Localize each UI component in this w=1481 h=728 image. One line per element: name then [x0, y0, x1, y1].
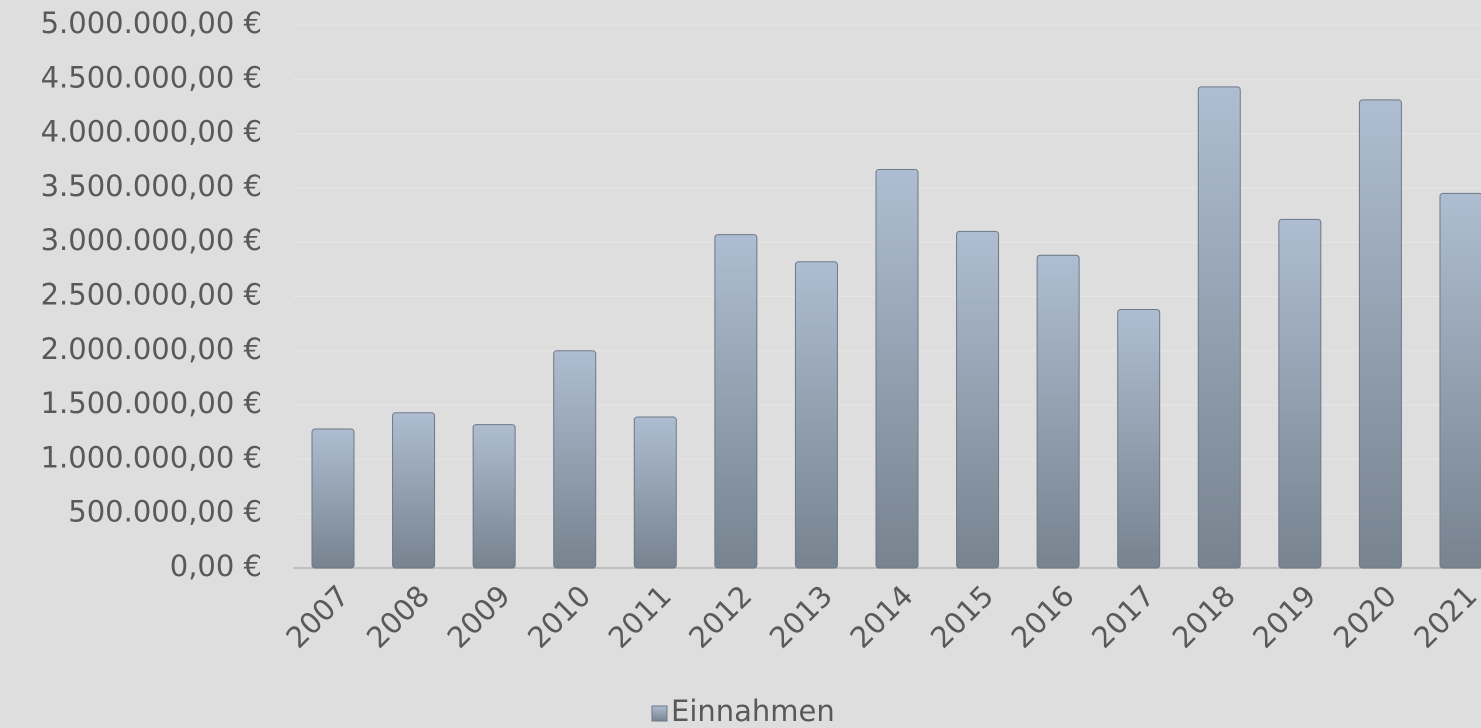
- y-tick-label: 500.000,00 €: [68, 495, 262, 529]
- y-tick-label: 1.500.000,00 €: [41, 386, 262, 420]
- bar: [1439, 192, 1481, 569]
- y-tick-label: 4.000.000,00 €: [41, 115, 262, 149]
- bar: [1278, 218, 1322, 569]
- bar: [553, 350, 597, 569]
- bar: [956, 230, 1000, 569]
- y-tick-label: 1.000.000,00 €: [41, 440, 262, 474]
- legend-label: Einnahmen: [671, 694, 835, 728]
- bar: [1197, 86, 1241, 569]
- bar: [633, 416, 677, 569]
- bar: [472, 424, 516, 569]
- y-tick-label: 2.000.000,00 €: [41, 332, 262, 366]
- y-tick-label: 3.500.000,00 €: [41, 169, 262, 203]
- y-tick-label: 4.500.000,00 €: [41, 60, 262, 94]
- bar: [1358, 99, 1402, 569]
- bar: [1117, 309, 1161, 569]
- y-tick-label: 5.000.000,00 €: [41, 6, 262, 40]
- bar: [392, 412, 436, 569]
- y-tick-label: 0,00 €: [170, 549, 262, 583]
- legend-swatch: [651, 705, 668, 722]
- y-tick-label: 3.000.000,00 €: [41, 223, 262, 257]
- bar: [875, 168, 919, 569]
- bar: [311, 428, 355, 569]
- bar: [1036, 254, 1080, 569]
- y-tick-label: 2.500.000,00 €: [41, 278, 262, 312]
- bar: [794, 261, 838, 569]
- bar: [714, 234, 758, 569]
